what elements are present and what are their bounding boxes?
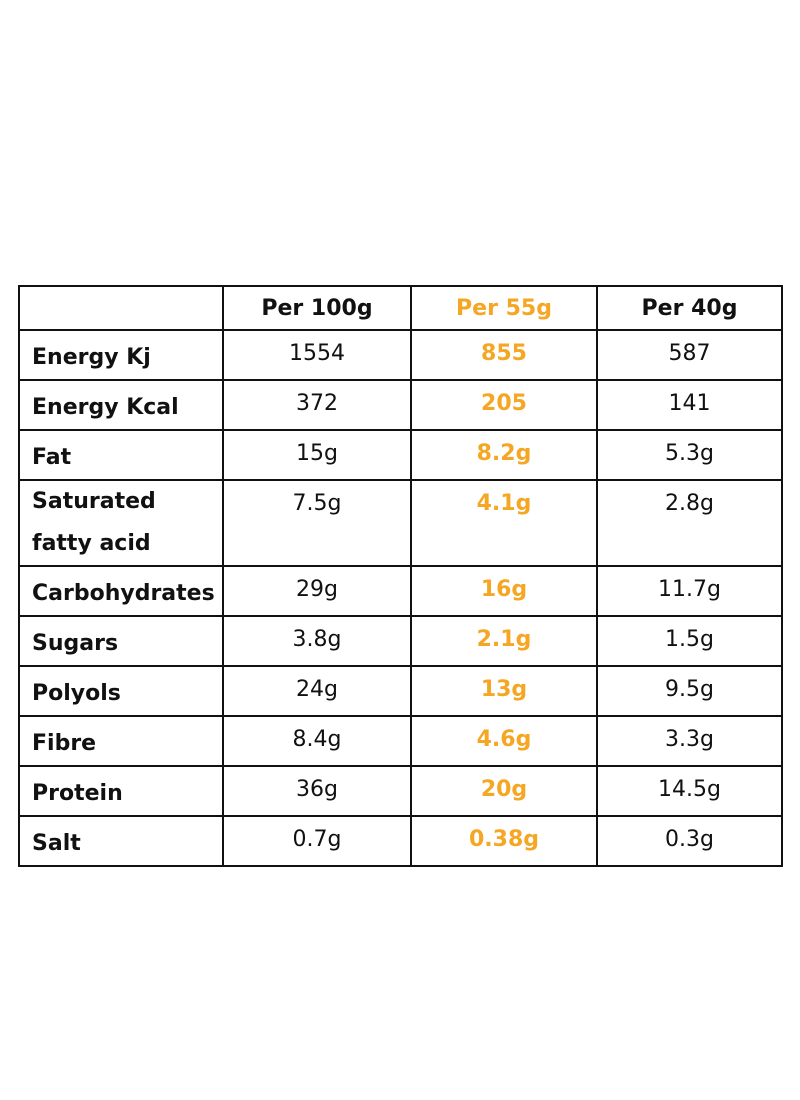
cell-value: 855: [410, 329, 598, 381]
row-label: Saturated fatty acid: [18, 479, 224, 567]
column-header: Per 100g: [222, 285, 412, 331]
table-row: Protein 36g 20g 14.5g: [18, 765, 783, 817]
cell-value: 13g: [410, 665, 598, 717]
row-label: Protein: [18, 765, 224, 817]
row-label: Fat: [18, 429, 224, 481]
table-row: Energy Kcal 372 205 141: [18, 379, 783, 431]
cell-value: 0.7g: [222, 815, 412, 867]
table-row: Polyols 24g 13g 9.5g: [18, 665, 783, 717]
cell-value: 205: [410, 379, 598, 431]
table-row: Salt 0.7g 0.38g 0.3g: [18, 815, 783, 867]
table-row: Fat 15g 8.2g 5.3g: [18, 429, 783, 481]
cell-value: 15g: [222, 429, 412, 481]
cell-value: 8.4g: [222, 715, 412, 767]
cell-value: 20g: [410, 765, 598, 817]
table-row: Carbohydrates 29g 16g 11.7g: [18, 565, 783, 617]
cell-value: 587: [596, 329, 783, 381]
row-label: Energy Kj: [18, 329, 224, 381]
cell-value: 1554: [222, 329, 412, 381]
row-label: Carbohydrates: [18, 565, 224, 617]
corner-cell: [18, 285, 224, 331]
table-row: Sugars 3.8g 2.1g 1.5g: [18, 615, 783, 667]
table-row: Energy Kj 1554 855 587: [18, 329, 783, 381]
cell-value: 0.3g: [596, 815, 783, 867]
row-label: Polyols: [18, 665, 224, 717]
column-header: Per 55g: [410, 285, 598, 331]
cell-value: 1.5g: [596, 615, 783, 667]
cell-value: 24g: [222, 665, 412, 717]
cell-value: 7.5g: [222, 479, 412, 567]
row-label: Sugars: [18, 615, 224, 667]
row-label: Salt: [18, 815, 224, 867]
table-row: Fibre 8.4g 4.6g 3.3g: [18, 715, 783, 767]
cell-value: 2.8g: [596, 479, 783, 567]
cell-value: 8.2g: [410, 429, 598, 481]
cell-value: 11.7g: [596, 565, 783, 617]
cell-value: 9.5g: [596, 665, 783, 717]
cell-value: 2.1g: [410, 615, 598, 667]
cell-value: 0.38g: [410, 815, 598, 867]
cell-value: 36g: [222, 765, 412, 817]
row-label: Energy Kcal: [18, 379, 224, 431]
cell-value: 16g: [410, 565, 598, 617]
row-label: Fibre: [18, 715, 224, 767]
cell-value: 4.1g: [410, 479, 598, 567]
cell-value: 29g: [222, 565, 412, 617]
nutrition-table: Per 100g Per 55g Per 40g Energy Kj 1554 855 5…: [18, 285, 783, 867]
cell-value: 5.3g: [596, 429, 783, 481]
cell-value: 372: [222, 379, 412, 431]
table-row: Saturated fatty acid 7.5g 4.1g 2.8g: [18, 479, 783, 567]
cell-value: 3.3g: [596, 715, 783, 767]
cell-value: 3.8g: [222, 615, 412, 667]
header-row: Per 100g Per 55g Per 40g: [18, 285, 783, 331]
cell-value: 14.5g: [596, 765, 783, 817]
column-header: Per 40g: [596, 285, 783, 331]
cell-value: 141: [596, 379, 783, 431]
cell-value: 4.6g: [410, 715, 598, 767]
